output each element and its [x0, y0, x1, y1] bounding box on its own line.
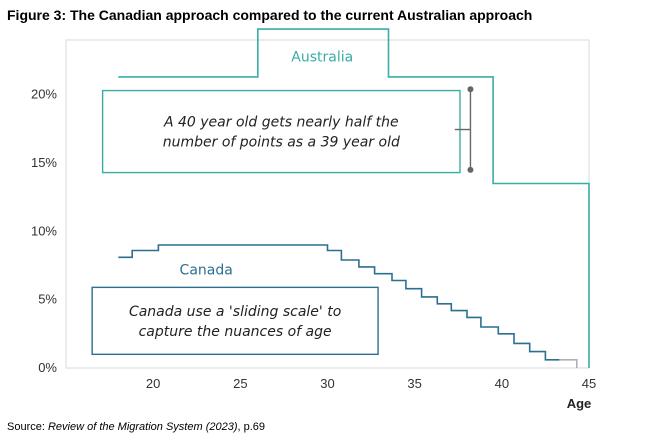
y-tick-label: 10% — [31, 223, 57, 238]
series-label-canada: Canada — [180, 263, 233, 279]
x-tick-label: 45 — [582, 376, 596, 391]
x-tick-label: 35 — [407, 376, 421, 391]
x-tick-label: 25 — [233, 376, 247, 391]
annotation-text: A 40 year old gets nearly half the — [163, 115, 399, 131]
annotation-text: number of points as a 39 year old — [163, 135, 400, 151]
source-suffix: , p.69 — [237, 421, 266, 433]
series-label-australia: Australia — [291, 49, 353, 65]
source-title: Review of the Migration System (2023) — [47, 421, 238, 433]
x-tick-label: 30 — [320, 376, 334, 391]
bracket-end-dot — [467, 86, 474, 93]
y-tick-label: 0% — [38, 360, 57, 375]
series-line-australia — [118, 28, 590, 368]
y-tick-label: 20% — [31, 87, 57, 102]
annotation-text: capture the nuances of age — [139, 324, 332, 340]
series-line-canada — [118, 244, 560, 361]
figure-title: Figure 3: The Canadian approach compared… — [7, 7, 533, 23]
bracket-end-dot — [467, 166, 474, 173]
x-axis-label: Age — [567, 396, 592, 411]
y-tick-label: 5% — [38, 292, 57, 307]
x-tick-label: 20 — [146, 376, 160, 391]
source-note: Source: Review of the Migration System (… — [7, 421, 265, 433]
series-line-zero-segment — [559, 358, 578, 368]
x-tick-label: 40 — [495, 376, 509, 391]
source-prefix: Source: — [7, 421, 48, 433]
annotation-box — [91, 286, 379, 356]
y-tick-label: 15% — [31, 155, 57, 170]
annotation-box — [101, 89, 461, 174]
annotation-text: Canada use a 'sliding scale' to — [129, 304, 341, 320]
